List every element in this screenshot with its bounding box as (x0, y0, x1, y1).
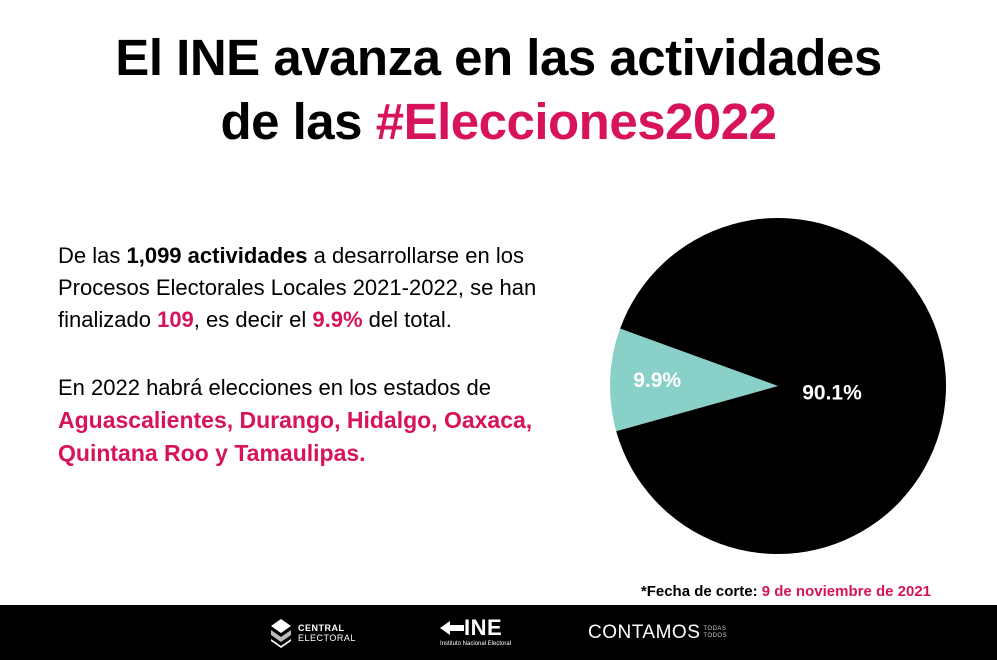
ine-subtitle: Instituto Nacional Electoral (440, 641, 512, 647)
p1-text-c: , es decir el (193, 307, 313, 332)
paragraph-activities: De las 1,099 actividades a desarrollarse… (58, 240, 598, 336)
states-intro: En 2022 habrá elecciones en los estados … (58, 375, 491, 400)
p1-text-a: De las (58, 243, 127, 268)
pie-slice-1 (610, 328, 778, 432)
central-line-2: ELECTORAL (298, 632, 356, 643)
contamos-sub-2: TODOS (703, 632, 728, 639)
finished-percent: 9.9% (312, 307, 363, 332)
ine-wordmark: INE (464, 615, 503, 640)
p1-text-b: a desarrollarse en los Procesos Electora… (58, 243, 537, 332)
footnote-date: 9 de noviembre de 2021 (761, 583, 931, 600)
pie-chart: 9.9% 90.1% (608, 216, 948, 556)
title-hashtag: #Elecciones2022 (375, 93, 777, 150)
ine-arrow-icon (440, 621, 464, 635)
paragraph-states: En 2022 habrá elecciones en los estados … (58, 372, 598, 470)
contamos-wordmark: CONTAMOS (588, 621, 701, 643)
states-list: Aguascalientes, Durango, Hidalgo, Oaxaca… (58, 407, 533, 466)
pie-label-2: 90.1% (802, 382, 862, 405)
pie-slice-2 (616, 218, 946, 554)
title-line-2-prefix: de las (220, 93, 376, 150)
finished-count: 109 (157, 307, 194, 332)
contamos-logo: CONTAMOS TODAS TODOS (588, 605, 727, 660)
page-title: El INE avanza en las actividades de las … (0, 26, 997, 154)
p1-text-d: del total. (362, 307, 452, 332)
footnote: *Fecha de corte: 9 de noviembre de 2021 (641, 582, 931, 602)
footer-bar: CENTRAL ELECTORAL INE Instituto Nacional… (0, 605, 997, 660)
central-line-1: CENTRAL (298, 622, 345, 633)
title-line-2: de las #Elecciones2022 (0, 90, 997, 154)
ine-logo: INE Instituto Nacional Electoral (440, 605, 511, 660)
contamos-sub-1: TODAS (703, 625, 727, 632)
central-electoral-logo: CENTRAL ELECTORAL (270, 605, 356, 660)
footnote-label: *Fecha de corte: (640, 583, 762, 600)
pie-label-1: 9.9% (633, 369, 681, 392)
total-activities: 1,099 actividades (126, 243, 308, 268)
body-text: De las 1,099 actividades a desarrollarse… (58, 240, 598, 470)
contamos-sub: TODAS TODOS (703, 626, 727, 640)
title-line-1: El INE avanza en las actividades (115, 29, 882, 86)
central-electoral-icon (271, 618, 291, 648)
pie-svg: 9.9% 90.1% (610, 218, 946, 554)
